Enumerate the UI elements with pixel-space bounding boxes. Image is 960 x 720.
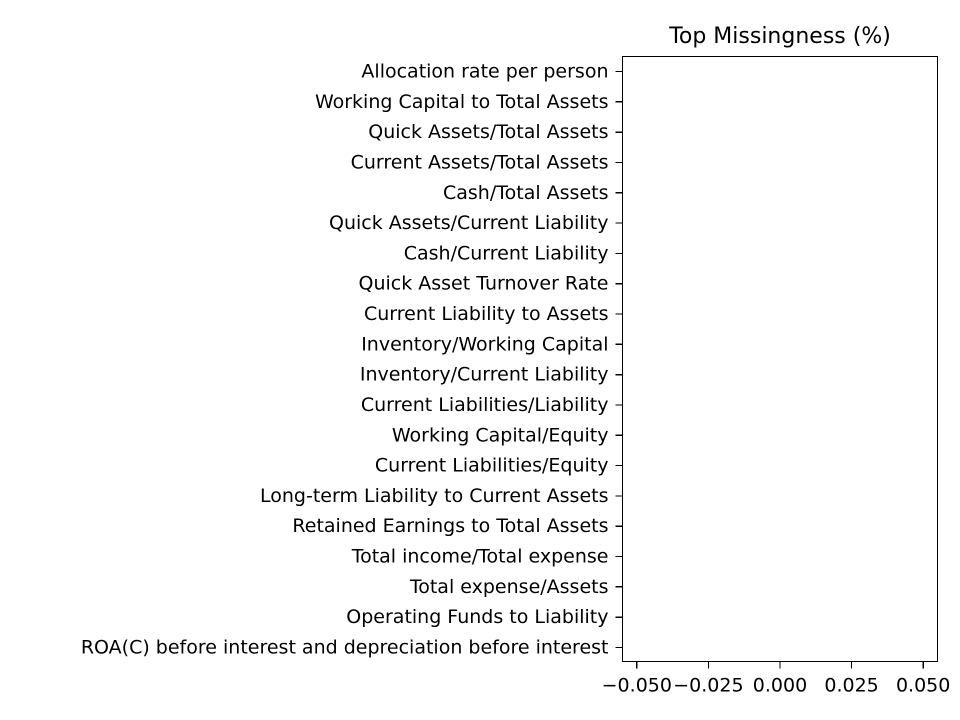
x-tick-label: 0.050 [896, 675, 950, 697]
y-tick-label: Long-term Liability to Current Assets [260, 485, 609, 507]
y-tick-label: Inventory/Working Capital [361, 333, 608, 355]
y-tick-label: Current Liabilities/Liability [361, 394, 609, 416]
y-tick-label: Quick Asset Turnover Rate [359, 273, 609, 295]
plot-frame [621, 55, 939, 663]
x-tick-label: 0.025 [824, 675, 878, 697]
y-tick-label: Cash/Current Liability [404, 242, 609, 264]
y-tick-label: Retained Earnings to Total Assets [292, 515, 608, 537]
x-tick-label: 0.000 [753, 675, 807, 697]
y-tick-label: Quick Assets/Total Assets [368, 121, 608, 143]
y-tick-label: Operating Funds to Liability [346, 606, 608, 628]
y-tick-label: Current Liability to Assets [364, 303, 609, 325]
y-axis: Allocation rate per person Working Capita… [81, 61, 623, 659]
y-tick-label: ROA(C) before interest and depreciation … [81, 637, 609, 659]
y-tick-label: Quick Assets/Current Liability [329, 212, 609, 234]
y-tick-label: Working Capital/Equity [392, 424, 609, 446]
y-tick-label: Cash/Total Assets [443, 182, 609, 204]
x-tick-label: −0.050 [602, 675, 672, 697]
x-axis: −0.050 −0.025 0.000 0.025 0.050 [602, 661, 950, 697]
y-tick-label: Allocation rate per person [361, 61, 608, 83]
y-tick-label: Total income/Total expense [351, 546, 609, 568]
y-tick-label: Inventory/Current Liability [360, 364, 609, 386]
x-tick-label: −0.025 [673, 675, 743, 697]
y-tick-label: Working Capital to Total Assets [315, 91, 609, 113]
y-tick-label: Total expense/Assets [409, 576, 609, 598]
y-tick-label: Current Liabilities/Equity [375, 455, 609, 477]
y-tick-label: Current Assets/Total Assets [351, 151, 609, 173]
chart-title: Top Missingness (%) [668, 24, 891, 49]
